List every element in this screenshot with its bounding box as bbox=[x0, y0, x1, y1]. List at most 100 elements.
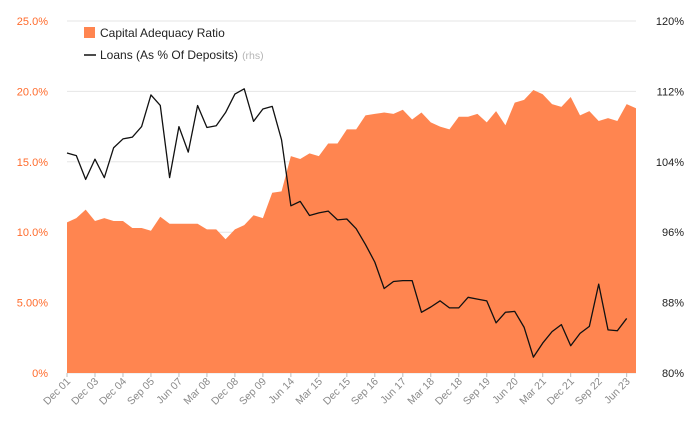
capital-adequacy-point bbox=[308, 152, 311, 155]
x-tick-label: Jun 23 bbox=[602, 376, 633, 407]
right-axis: 80% 88% 96% 104% 112% 120% bbox=[656, 16, 684, 380]
capital-adequacy-point bbox=[75, 217, 78, 220]
capital-adequacy-point bbox=[606, 117, 609, 120]
left-tick-label: 25.0% bbox=[17, 16, 48, 28]
loans-point bbox=[112, 146, 115, 149]
capital-adequacy-point bbox=[280, 190, 283, 193]
capital-adequacy-point bbox=[569, 95, 572, 98]
loans-point bbox=[159, 104, 162, 107]
loans-point bbox=[308, 214, 311, 217]
x-tick-label: Dec 04 bbox=[97, 376, 129, 408]
loans-point bbox=[84, 178, 87, 181]
x-tick-label: Dec 18 bbox=[433, 376, 465, 408]
right-tick-label: 104% bbox=[656, 157, 684, 169]
capital-adequacy-area-layer bbox=[67, 89, 636, 374]
loans-point bbox=[140, 125, 143, 128]
loans-point bbox=[121, 137, 124, 140]
capital-adequacy-point bbox=[168, 222, 171, 225]
left-axis: 0% 5.00% 10.0% 15.0% 20.0% 25.0% bbox=[17, 16, 48, 380]
loans-point bbox=[327, 209, 330, 212]
x-tick-label: Sep 16 bbox=[349, 376, 381, 408]
capital-adequacy-point bbox=[448, 128, 451, 131]
capital-adequacy-point bbox=[252, 214, 255, 217]
capital-adequacy-point bbox=[467, 115, 470, 118]
capital-adequacy-point bbox=[224, 238, 227, 241]
x-tick-label: Sep 22 bbox=[573, 376, 605, 408]
loans-point bbox=[131, 136, 134, 139]
capital-adequacy-point bbox=[411, 118, 414, 121]
capital-adequacy-point bbox=[522, 98, 525, 101]
capital-adequacy-point bbox=[560, 105, 563, 108]
right-tick-label: 120% bbox=[656, 16, 684, 28]
loans-point bbox=[65, 151, 68, 154]
capital-adequacy-point bbox=[625, 102, 628, 105]
loans-point bbox=[532, 356, 535, 359]
right-tick-label: 80% bbox=[662, 368, 684, 380]
loans-point bbox=[616, 329, 619, 332]
capital-adequacy-point bbox=[392, 112, 395, 115]
capital-adequacy-point bbox=[140, 226, 143, 229]
capital-adequacy-point bbox=[327, 142, 330, 145]
legend-swatch-capital-adequacy bbox=[84, 27, 95, 38]
loans-point bbox=[467, 296, 470, 299]
loans-point bbox=[187, 151, 190, 154]
loans-point bbox=[177, 125, 180, 128]
loans-point bbox=[317, 211, 320, 214]
capital-adequacy-point bbox=[121, 219, 124, 222]
loans-point bbox=[336, 218, 339, 221]
loans-point bbox=[420, 311, 423, 314]
loans-point bbox=[606, 328, 609, 331]
loans-point bbox=[476, 297, 479, 300]
loans-point bbox=[345, 217, 348, 220]
x-tick-label: Dec 01 bbox=[41, 376, 73, 408]
loans-point bbox=[196, 104, 199, 107]
capital-adequacy-point bbox=[383, 111, 386, 114]
capital-adequacy-point bbox=[504, 124, 507, 127]
capital-adequacy-point bbox=[196, 222, 199, 225]
x-tick-label: Sep 09 bbox=[237, 376, 269, 408]
loans-point bbox=[597, 283, 600, 286]
capital-adequacy-point bbox=[233, 228, 236, 231]
x-tick-label: Mar 08 bbox=[181, 376, 213, 408]
capital-adequacy-point bbox=[439, 125, 442, 128]
capital-adequacy-point bbox=[429, 121, 432, 124]
capital-adequacy-point bbox=[317, 155, 320, 158]
legend: Capital Adequacy Ratio Loans (As % Of De… bbox=[84, 26, 264, 62]
loans-line-layer bbox=[65, 87, 628, 359]
capital-adequacy-point bbox=[401, 108, 404, 111]
left-tick-label: 20.0% bbox=[17, 86, 48, 98]
loans-point bbox=[149, 93, 152, 96]
right-tick-label: 96% bbox=[662, 227, 684, 239]
loans-line bbox=[66, 88, 628, 358]
capital-adequacy-point bbox=[616, 119, 619, 122]
loans-point bbox=[299, 200, 302, 203]
capital-adequacy-point bbox=[494, 110, 497, 113]
loans-point bbox=[522, 326, 525, 329]
capital-adequacy-point bbox=[149, 229, 152, 232]
loans-point bbox=[485, 299, 488, 302]
capital-adequacy-point bbox=[513, 101, 516, 104]
capital-adequacy-point bbox=[597, 119, 600, 122]
capital-adequacy-point bbox=[485, 121, 488, 124]
loans-point bbox=[215, 124, 218, 127]
capital-adequacy-point bbox=[112, 219, 115, 222]
loans-point bbox=[224, 111, 227, 114]
x-tick-label: Dec 08 bbox=[209, 376, 241, 408]
capital-adequacy-point bbox=[187, 222, 190, 225]
capital-adequacy-point bbox=[355, 128, 358, 131]
loans-point bbox=[457, 306, 460, 309]
capital-adequacy-area bbox=[67, 89, 636, 374]
capital-adequacy-point bbox=[541, 93, 544, 96]
loans-point bbox=[578, 332, 581, 335]
loans-point bbox=[504, 311, 507, 314]
loans-point bbox=[243, 87, 246, 90]
capital-adequacy-point bbox=[261, 217, 264, 220]
left-tick-label: 0% bbox=[32, 368, 48, 380]
legend-label-rhs: (rhs) bbox=[242, 50, 264, 62]
x-tick-label: Mar 18 bbox=[405, 376, 437, 408]
loans-point bbox=[233, 92, 236, 95]
capital-adequacy-point bbox=[289, 155, 292, 158]
capital-adequacy-point bbox=[578, 114, 581, 117]
loans-point bbox=[411, 279, 414, 282]
loans-point bbox=[103, 176, 106, 179]
